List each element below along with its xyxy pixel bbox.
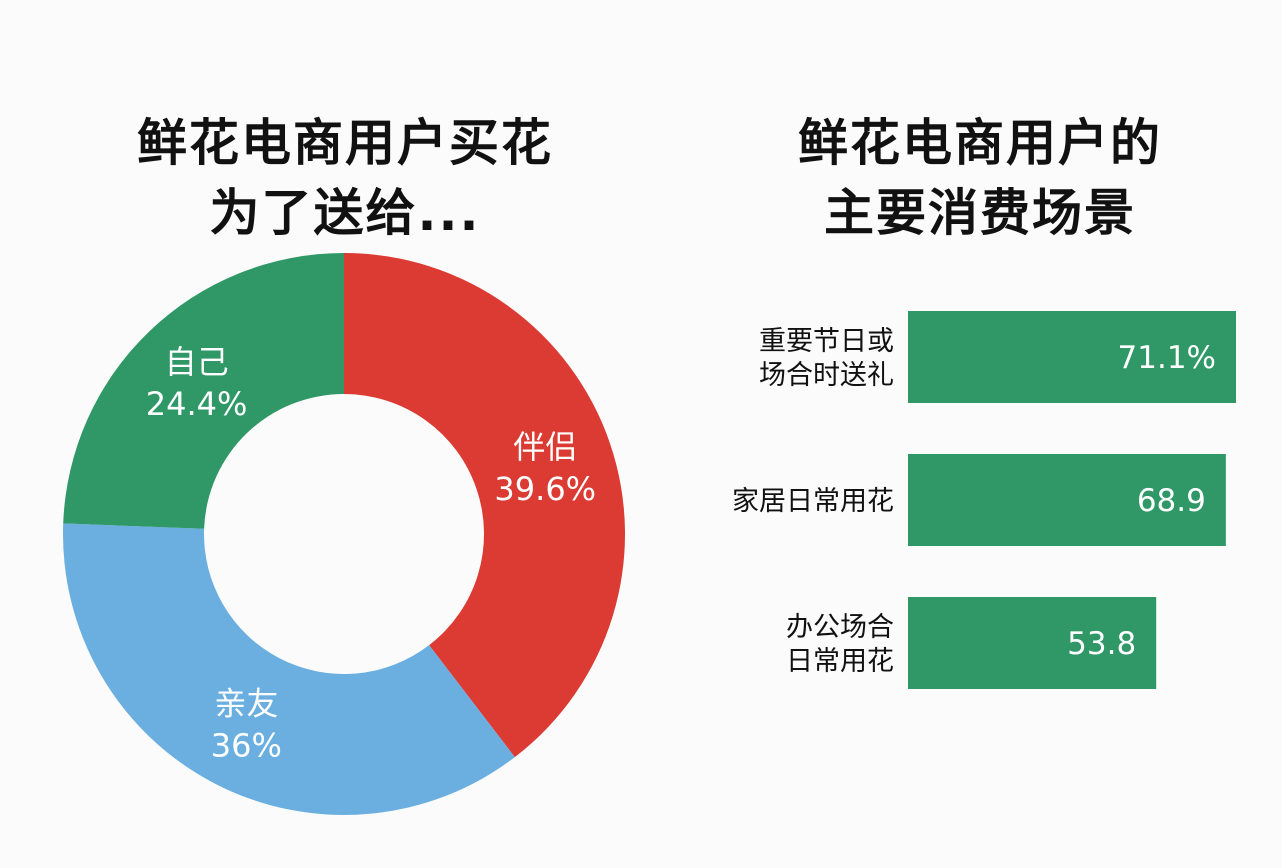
donut-chart-title: 鲜花电商用户买花 为了送给...	[60, 108, 630, 248]
donut-slice-value: 36%	[211, 727, 282, 765]
bar	[908, 311, 1236, 403]
bar-chart-title: 鲜花电商用户的 主要消费场景	[700, 108, 1260, 248]
donut-slice	[63, 523, 515, 816]
bar-category-label: 日常用花	[786, 646, 894, 677]
donut-slice	[344, 253, 626, 758]
bar-value-label: 53.8	[1067, 626, 1136, 662]
donut-chart-title-line-2: 为了送给...	[209, 184, 481, 242]
bar-category-label: 家居日常用花	[732, 486, 894, 517]
bar-value-label: 68.9	[1137, 483, 1206, 519]
bar-category-label: 场合时送礼	[759, 360, 894, 391]
donut-slice-value: 24.4%	[146, 385, 248, 423]
bar	[908, 597, 1157, 689]
donut-slice-value: 39.6%	[494, 470, 596, 508]
donut-slice	[63, 253, 345, 529]
bar-chart-title-line-1: 鲜花电商用户的	[798, 114, 1162, 172]
donut-chart: 伴侣 39.6% 亲友 36% 自己 24.4%	[63, 253, 626, 816]
donut-chart-title-line-1: 鲜花电商用户买花	[137, 114, 553, 172]
donut-slice-label: 伴侣	[513, 428, 577, 466]
donut-slice-label: 亲友	[214, 685, 278, 723]
bar-category-label: 重要节日或	[759, 326, 894, 357]
bar	[908, 454, 1226, 546]
bar-chart-title-line-2: 主要消费场景	[824, 184, 1136, 242]
bar-value-label: 71.1%	[1118, 340, 1216, 376]
donut-slice-label: 自己	[165, 343, 229, 381]
bar-category-label: 办公场合	[786, 612, 894, 643]
